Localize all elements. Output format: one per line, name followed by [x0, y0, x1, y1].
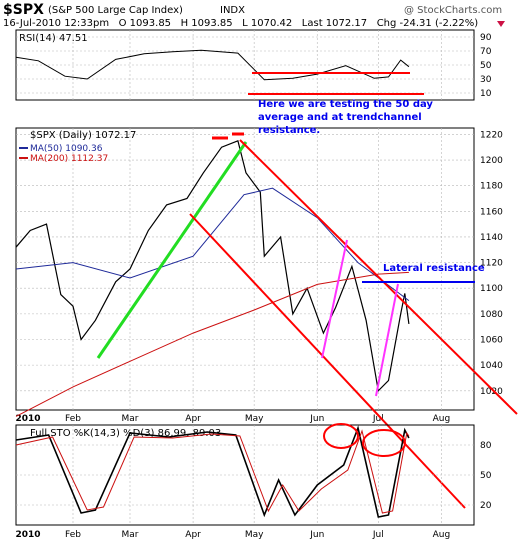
y-tick-label: 80 — [480, 441, 492, 451]
y-tick-label: 1140 — [480, 233, 503, 243]
ma200-legend: MA(200) 1112.37 — [30, 154, 108, 164]
rsi-annotation-line-3: resistance. — [258, 125, 320, 136]
ma50-line — [15, 187, 410, 302]
rsi-panel: RSI(14) 47.51 90 70 50 30 10 — [15, 29, 492, 101]
y-tick-label: 1160 — [480, 207, 503, 217]
price-line — [15, 139, 410, 393]
x-tick-label: Jun — [309, 530, 324, 540]
x-tick-label: Aug — [433, 414, 451, 424]
x-tick-label: Feb — [65, 414, 81, 424]
y-tick-label: 1100 — [480, 284, 503, 294]
y-tick-label: 1040 — [480, 361, 503, 371]
y-tick-label: 50 — [480, 61, 492, 71]
sto-k-line — [15, 425, 410, 518]
lateral-resistance-label: Lateral resistance — [383, 263, 485, 274]
y-tick-label: 50 — [480, 471, 492, 481]
x-tick-label: Mar — [121, 414, 138, 424]
symbol-name: (S&P 500 Large Cap Index) — [48, 5, 183, 16]
y-tick-label: 1180 — [480, 182, 503, 192]
y-tick-label: 1080 — [480, 310, 503, 320]
symbol-title: $SPX — [3, 2, 44, 18]
rsi-line — [15, 49, 410, 81]
y-tick-label: 1200 — [480, 156, 503, 166]
overbought-circle-2 — [362, 429, 406, 457]
rsi-legend: RSI(14) 47.51 — [19, 33, 88, 44]
x-tick-label: Jun — [309, 414, 324, 424]
x-tick-label: Apr — [185, 414, 201, 424]
y-tick-label: 30 — [480, 75, 492, 85]
y-tick-label: 1120 — [480, 259, 503, 269]
x-tick-label: Jul — [372, 414, 384, 424]
x-tick-label: 2010 — [15, 530, 40, 540]
magenta-rally-line-1 — [321, 239, 348, 359]
ma200-line — [15, 271, 409, 417]
y-tick-label: 70 — [480, 47, 492, 57]
sto-panel: Full STO %K(14,3) %D(3) 86.99, 89.03 80 5… — [15, 423, 492, 540]
x-tick-label: Feb — [65, 530, 81, 540]
x-tick-label: 2010 — [15, 414, 40, 424]
stockcharts-watermark: @ StockCharts.com — [404, 5, 502, 16]
ma50-legend: MA(50) 1090.36 — [30, 144, 103, 154]
overbought-circle-1 — [323, 423, 359, 449]
sto-d-line — [15, 429, 410, 514]
rsi-annotation-line-2: average and at trendchannel — [258, 112, 422, 123]
down-arrow-icon — [497, 21, 505, 27]
y-tick-label: 1020 — [480, 387, 503, 397]
channel-upper-line — [239, 139, 518, 415]
x-tick-label: Jul — [372, 530, 384, 540]
sto-legend: Full STO %K(14,3) %D(3) 86.99, 89.03 — [30, 428, 221, 439]
x-tick-label: Mar — [121, 530, 138, 540]
x-tick-label: May — [245, 530, 264, 540]
x-tick-label: May — [245, 414, 264, 424]
rsi-annotation-line-1: Here we are testing the 50 day — [258, 99, 433, 110]
exchange-label: INDX — [220, 5, 245, 16]
quote-line: 16-Jul-2010 12:33pm O 1093.85 H 1093.85 … — [3, 18, 478, 29]
y-tick-label: 20 — [480, 501, 492, 511]
x-tick-label: Aug — [433, 530, 451, 540]
y-tick-label: 1220 — [480, 130, 503, 140]
y-tick-label: 1060 — [480, 336, 503, 346]
channel-lower-line — [189, 213, 466, 509]
x-tick-label: Apr — [185, 530, 201, 540]
y-tick-label: 90 — [480, 33, 492, 43]
magenta-rally-line-2 — [375, 283, 399, 397]
y-tick-label: 10 — [480, 89, 492, 99]
price-panel: 1220 1200 1180 1160 1140 1120 1100 1080 1060 1040… — [15, 99, 518, 509]
price-legend: $SPX (Daily) 1072.17 — [30, 130, 136, 141]
green-uptrend-line — [96, 141, 248, 359]
